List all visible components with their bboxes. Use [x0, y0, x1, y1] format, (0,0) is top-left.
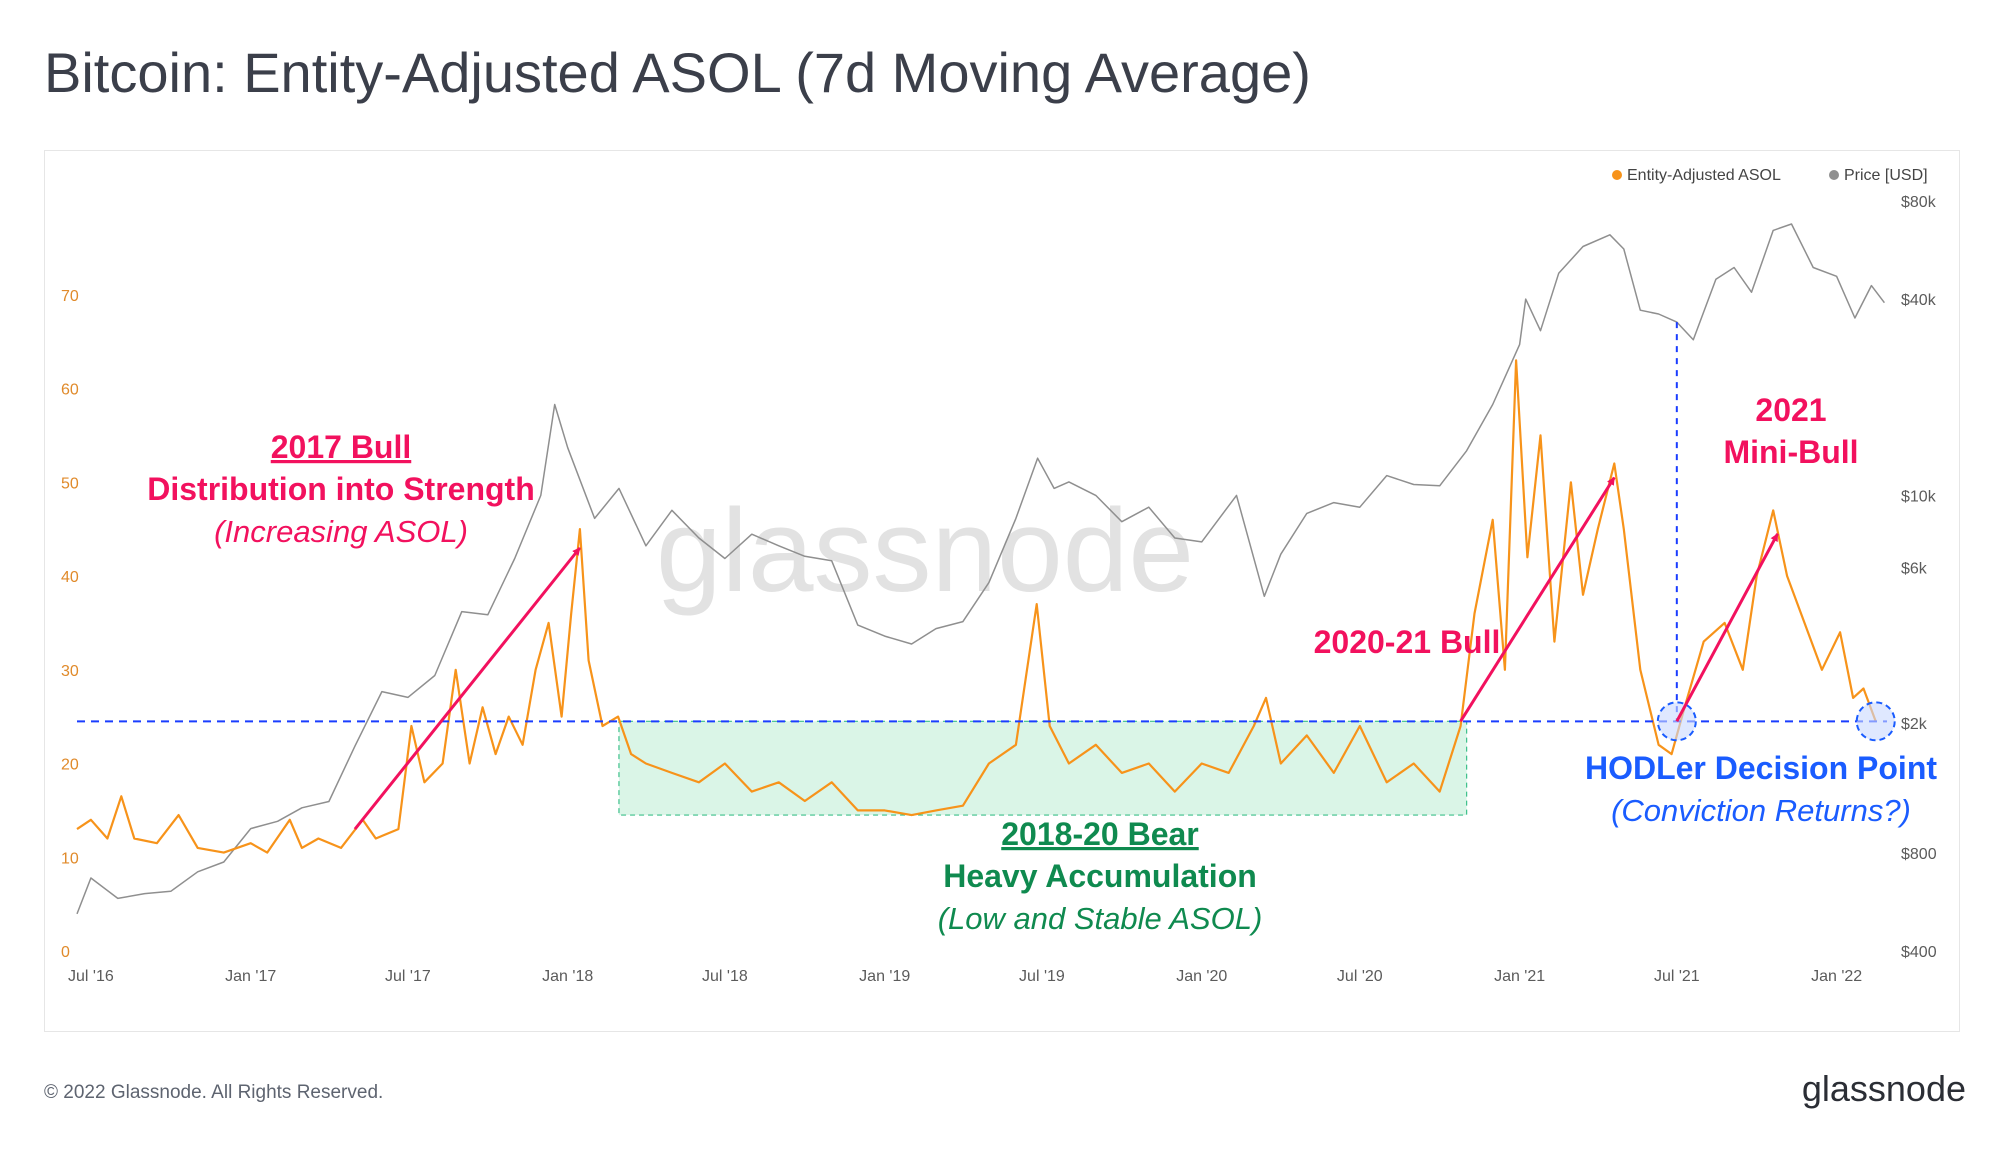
price-series-line	[76, 223, 1885, 915]
annotation-bear-line2: Heavy Accumulation	[943, 858, 1257, 894]
left-axis-tick-50: 50	[61, 475, 79, 492]
legend: Entity-Adjusted ASOL Price [USD]	[1612, 167, 1928, 184]
x-axis-tick-5: Jan '19	[859, 968, 910, 985]
left-axis-tick-70: 70	[61, 288, 79, 305]
x-axis-tick-0: Jul '16	[68, 968, 114, 985]
left-axis: 0 10 20 30 40 50 60 70	[61, 288, 79, 961]
x-axis-tick-8: Jul '20	[1337, 968, 1383, 985]
annotation-2017-bull-line3: (Increasing ASOL)	[214, 514, 468, 549]
annotation-bear-heading: 2018-20 Bear	[1001, 816, 1198, 852]
right-axis-tick-800: $800	[1901, 846, 1937, 863]
watermark: glassnode	[656, 485, 1194, 617]
arrow-2017-bull	[353, 546, 582, 831]
left-axis-tick-20: 20	[61, 757, 79, 774]
x-axis-tick-2: Jul '17	[385, 968, 431, 985]
arrow-2020-21-bull	[1459, 476, 1616, 723]
legend-dot-price	[1829, 170, 1839, 180]
decision-circle-feb22	[1855, 701, 1896, 742]
annotation-bear-line3: (Low and Stable ASOL)	[938, 901, 1263, 936]
asol-series-line	[76, 359, 1877, 854]
footer-logo[interactable]: glassnode	[1801, 1068, 1966, 1109]
right-axis-tick-2000: $2k	[1901, 716, 1928, 733]
page-title: Bitcoin: Entity-Adjusted ASOL (7d Moving…	[44, 41, 1311, 104]
x-axis-tick-4: Jul '18	[702, 968, 748, 985]
annotation-2020-21-bull: 2020-21 Bull	[1314, 624, 1501, 660]
annotation-mini-bull-line1: 2021	[1755, 392, 1826, 428]
annotation-2017-bull-line2: Distribution into Strength	[147, 471, 535, 507]
x-axis-tick-1: Jan '17	[225, 968, 276, 985]
left-axis-tick-30: 30	[61, 663, 79, 680]
legend-dot-asol	[1612, 170, 1622, 180]
right-axis-tick-10000: $10k	[1901, 488, 1937, 505]
x-axis-tick-11: Jan '22	[1811, 968, 1862, 985]
legend-label-asol: Entity-Adjusted ASOL	[1627, 167, 1781, 184]
footer-copyright: © 2022 Glassnode. All Rights Reserved.	[44, 1082, 384, 1103]
right-axis: $400 $800 $2k $6k $10k $40k $80k	[1901, 194, 1937, 961]
chart-frame: glassnode Entity-Adjusted ASOL Price [US…	[44, 150, 1960, 1032]
x-axis-tick-9: Jan '21	[1494, 968, 1545, 985]
annotation-mini-bull-line2: Mini-Bull	[1723, 434, 1858, 470]
x-axis: Jul '16 Jan '17 Jul '17 Jan '18 Jul '18 Jan '…	[68, 968, 1862, 985]
annotation-2017-bull-heading: 2017 Bull	[271, 429, 412, 465]
chart-svg: glassnode Entity-Adjusted ASOL Price [US…	[61, 167, 1937, 985]
accumulation-box	[618, 720, 1468, 816]
left-axis-tick-10: 10	[61, 850, 79, 867]
legend-label-price: Price [USD]	[1844, 167, 1928, 184]
arrow-2021-mini-bull	[1675, 533, 1779, 723]
left-axis-tick-0: 0	[61, 944, 70, 961]
annotation-hodler-line2: (Conviction Returns?)	[1611, 793, 1911, 828]
x-axis-tick-6: Jul '19	[1019, 968, 1065, 985]
left-axis-tick-60: 60	[61, 382, 79, 399]
left-axis-tick-40: 40	[61, 569, 79, 586]
x-axis-tick-7: Jan '20	[1176, 968, 1227, 985]
right-axis-tick-40000: $40k	[1901, 292, 1937, 309]
right-axis-tick-80000: $80k	[1901, 194, 1937, 211]
right-axis-tick-400: $400	[1901, 944, 1937, 961]
x-axis-tick-3: Jan '18	[542, 968, 593, 985]
annotation-hodler-line1: HODLer Decision Point	[1585, 750, 1937, 786]
x-axis-tick-10: Jul '21	[1654, 968, 1700, 985]
right-axis-tick-6000: $6k	[1901, 561, 1928, 578]
